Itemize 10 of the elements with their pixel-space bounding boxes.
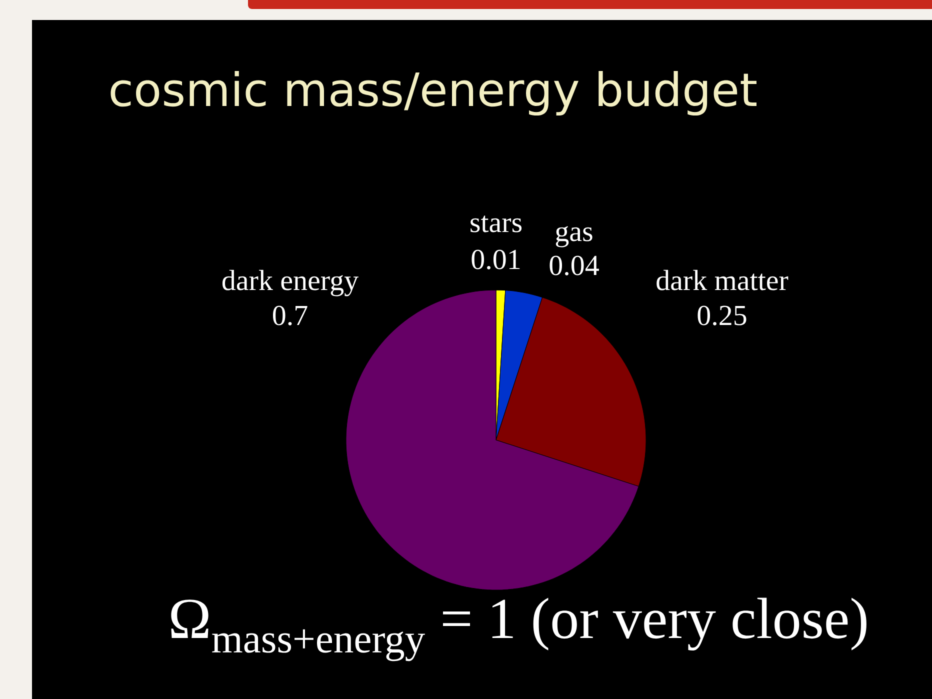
slice-label: dark matter [656,270,788,290]
data-label: 0.25 [698,306,746,326]
slice-label: dark energy [222,270,358,296]
data-label: 0.04 [550,256,599,276]
slice-label: gas [556,226,592,248]
chart-title: cosmic mass/energy budget [110,71,756,116]
text: $\text{Ω}_{\text{mass+energy}}\text{ = 1 (or very close)}$ [171,598,866,662]
data-label: 0.01 [472,250,520,270]
slice-label: stars [470,216,522,232]
data-label: 0.7 [272,306,308,326]
